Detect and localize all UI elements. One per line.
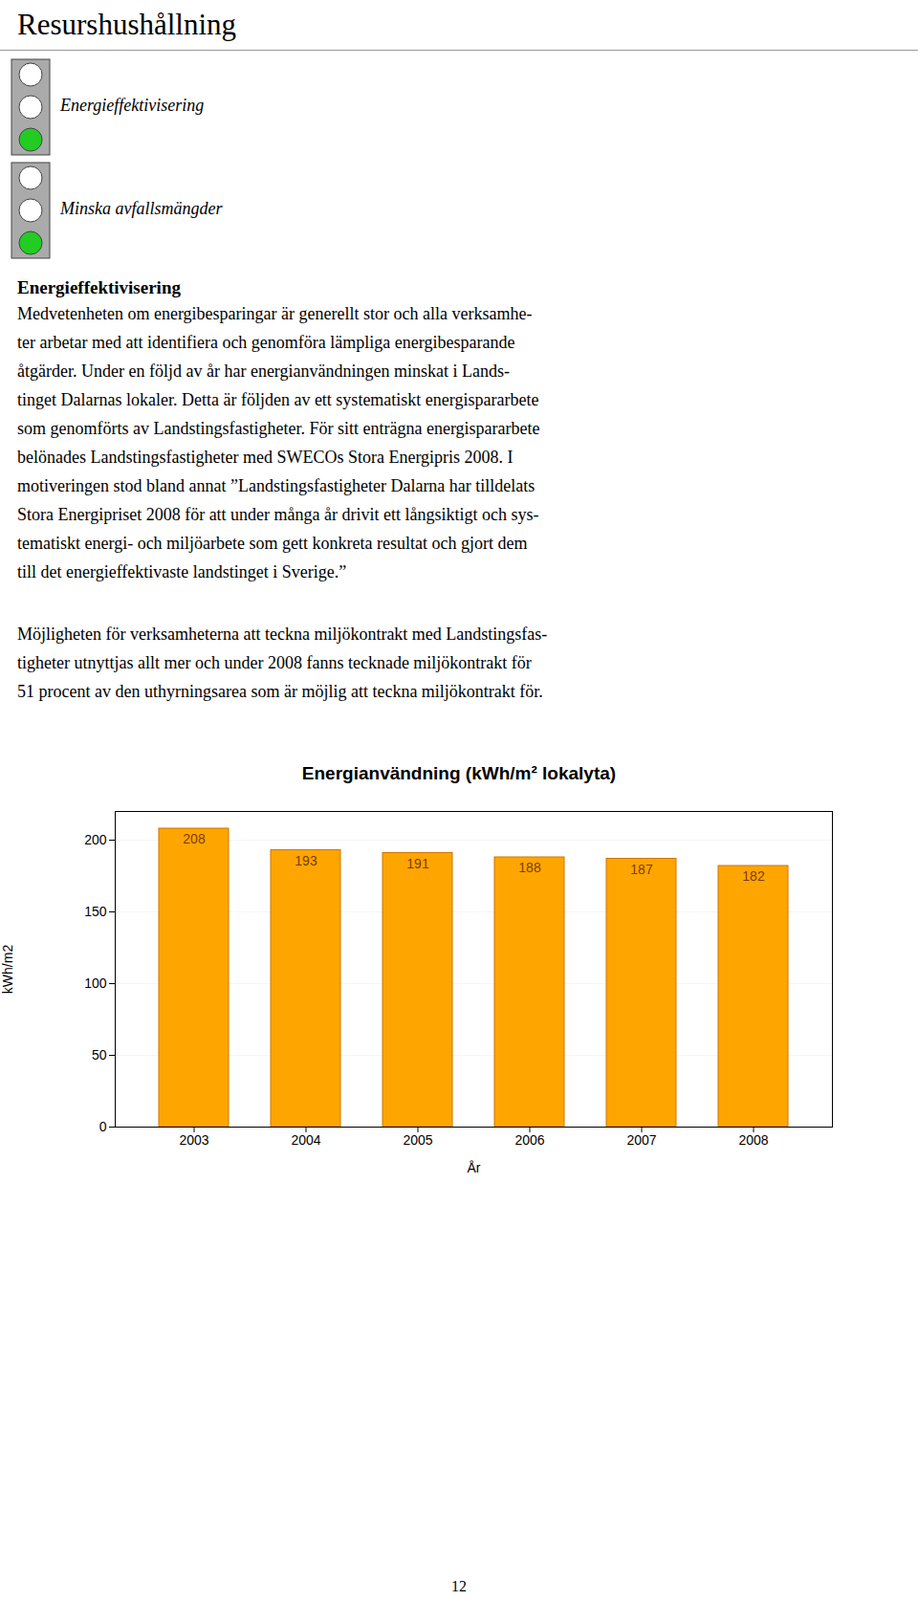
html-text:Medvetenheten om energibespari: Medvetenheten om energibesparingar är ge… bbox=[17, 304, 533, 324]
html-text:Möjligheten för verksamheterna: Möjligheten för verksamheterna att teckn… bbox=[17, 624, 548, 644]
svg-text:50: 50 bbox=[91, 1047, 108, 1063]
svg-text:193: 193 bbox=[294, 852, 318, 869]
html-text:tematiskt energi- och miljöarb: tematiskt energi- och miljöarbete som ge… bbox=[17, 533, 528, 553]
svg-text:0: 0 bbox=[99, 1118, 108, 1135]
svg-text:År: År bbox=[467, 1159, 481, 1176]
html-text:12: 12 bbox=[451, 1577, 467, 1595]
svg-text:188: 188 bbox=[518, 859, 542, 875]
svg-text:2008: 2008 bbox=[738, 1132, 768, 1148]
svg-text:191: 191 bbox=[406, 855, 430, 872]
html-text:Minska avfallsmängder: Minska avfallsmängder bbox=[60, 198, 223, 218]
html-text:Energieffektivisering: Energieffektivisering bbox=[17, 277, 181, 298]
svg-text:2006: 2006 bbox=[514, 1132, 545, 1148]
svg-text:182: 182 bbox=[742, 868, 765, 884]
svg-text:2007: 2007 bbox=[626, 1132, 656, 1148]
svg-text:150: 150 bbox=[84, 903, 108, 919]
html-text:Energieffektivisering: Energieffektivisering bbox=[60, 95, 204, 115]
svg-text:208: 208 bbox=[182, 830, 206, 847]
html-text:ter arbetar med att identifier: ter arbetar med att identifiera och geno… bbox=[17, 332, 515, 352]
html-text:tigheter utnyttjas allt mer oc: tigheter utnyttjas allt mer och under 20… bbox=[17, 653, 532, 673]
html-text:motiveringen stod bland annat: motiveringen stod bland annat ”Landsting… bbox=[17, 476, 535, 496]
svg-text:187: 187 bbox=[630, 861, 654, 877]
svg-text:2005: 2005 bbox=[402, 1132, 433, 1148]
html-text:till det energieffektivaste la: till det energieffektivaste landstinget … bbox=[17, 562, 347, 582]
html-text:Resurshushållning: Resurshushållning bbox=[17, 7, 237, 42]
svg-text:100: 100 bbox=[84, 975, 108, 991]
html-text:som genomförts av Landstingsfa: som genomförts av Landstingsfastigheter.… bbox=[17, 418, 540, 438]
html-text:51 procent av den uthyrningsar: 51 procent av den uthyrningsarea som är … bbox=[17, 681, 544, 701]
html-text:Energianvändning (kWh/m² lokal: Energianvändning (kWh/m² lokalyta) bbox=[301, 763, 617, 784]
svg-text:2004: 2004 bbox=[290, 1132, 321, 1148]
html-text:tinget Dalarnas lokaler. Detta: tinget Dalarnas lokaler. Detta är följde… bbox=[17, 390, 539, 410]
html-text:belönades Landstingsfastighete: belönades Landstingsfastigheter med SWEC… bbox=[17, 447, 514, 467]
svg-text:200: 200 bbox=[84, 831, 108, 848]
html-text:åtgärder. Under en följd av år: åtgärder. Under en följd av år har energ… bbox=[17, 361, 510, 381]
svg-text:2003: 2003 bbox=[178, 1132, 209, 1148]
html-text:Stora Energipriset 2008 för at: Stora Energipriset 2008 för att under må… bbox=[17, 504, 539, 525]
svg-text:kWh/m2: kWh/m2 bbox=[0, 944, 16, 995]
